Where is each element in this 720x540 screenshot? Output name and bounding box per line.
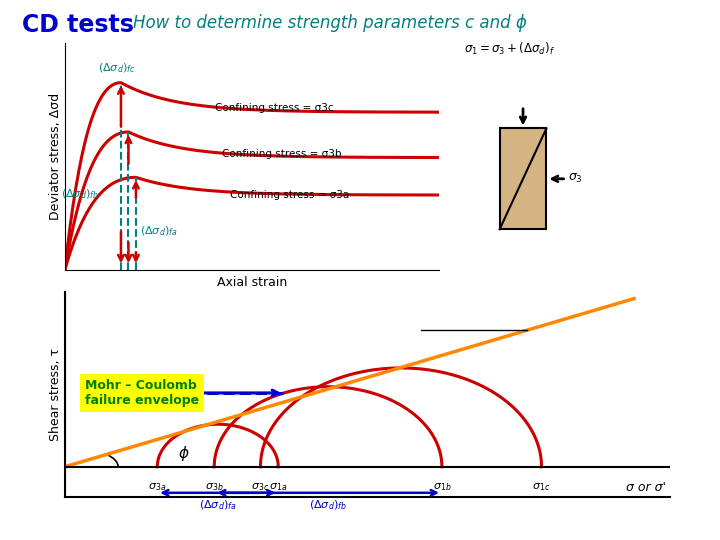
Text: $(\Delta\sigma_d)_{fb}$: $(\Delta\sigma_d)_{fb}$ bbox=[309, 499, 347, 512]
Text: $\sigma_3$: $\sigma_3$ bbox=[569, 172, 583, 185]
X-axis label: Axial strain: Axial strain bbox=[217, 275, 287, 288]
Text: How to determine strength parameters c and ϕ: How to determine strength parameters c a… bbox=[133, 14, 527, 31]
Text: $\sigma_{3b}$: $\sigma_{3b}$ bbox=[205, 481, 223, 492]
Text: Mohr – Coulomb
failure envelope: Mohr – Coulomb failure envelope bbox=[85, 379, 199, 407]
Text: $\sigma_{3c}$: $\sigma_{3c}$ bbox=[251, 481, 269, 492]
Text: $\sigma_{1c}$: $\sigma_{1c}$ bbox=[533, 481, 551, 492]
Text: $(\Delta\sigma_d)_{fc}$: $(\Delta\sigma_d)_{fc}$ bbox=[99, 61, 136, 75]
Text: $(\Delta\sigma_d)_{fa}$: $(\Delta\sigma_d)_{fa}$ bbox=[199, 499, 237, 512]
Text: $\sigma_{3a}$: $\sigma_{3a}$ bbox=[148, 481, 166, 492]
Text: Confining stress = σ3b: Confining stress = σ3b bbox=[222, 148, 341, 159]
Bar bbox=[500, 129, 546, 230]
Text: $(\Delta\sigma_d)_{fa}$: $(\Delta\sigma_d)_{fa}$ bbox=[140, 224, 177, 238]
Text: σ or σ': σ or σ' bbox=[626, 481, 666, 494]
Text: Confining stress = σ3c: Confining stress = σ3c bbox=[215, 103, 333, 113]
Text: CD tests: CD tests bbox=[22, 14, 133, 37]
Text: Confining stress = σ3a: Confining stress = σ3a bbox=[230, 190, 348, 200]
Y-axis label: Shear stress, τ: Shear stress, τ bbox=[49, 348, 62, 441]
Text: $\sigma_1 = \sigma_3 + (\Delta\sigma_d)_f$: $\sigma_1 = \sigma_3 + (\Delta\sigma_d)_… bbox=[464, 40, 556, 57]
Text: $\sigma_{1b}$: $\sigma_{1b}$ bbox=[433, 481, 451, 492]
Text: ϕ: ϕ bbox=[179, 446, 189, 461]
Y-axis label: Deviator stress, Δσd: Deviator stress, Δσd bbox=[49, 93, 62, 220]
Text: $(\Delta\sigma_d)_{fb}$: $(\Delta\sigma_d)_{fb}$ bbox=[60, 187, 99, 201]
Text: $\sigma_{1a}$: $\sigma_{1a}$ bbox=[269, 481, 287, 492]
